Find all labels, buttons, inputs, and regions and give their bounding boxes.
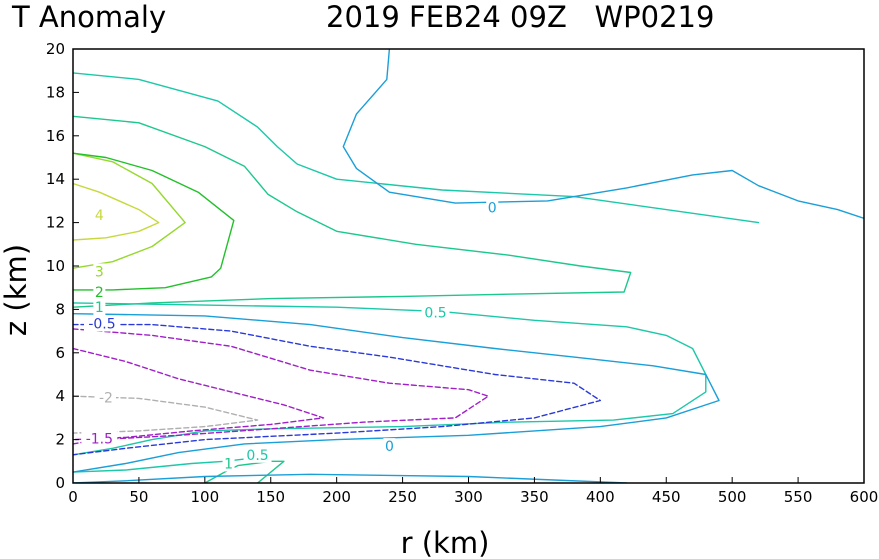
y-tick-label: 20 <box>46 40 65 58</box>
contour-label-bg <box>243 446 272 463</box>
contour-label: -2 <box>99 390 113 406</box>
contour-label: -0.5 <box>88 317 115 333</box>
x-tick-label: 150 <box>256 488 285 506</box>
x-axis: 0 50 100 150 200 250 300 350 400 450 500 550 600 <box>68 477 878 506</box>
contour-line-4 <box>73 182 160 241</box>
contour-line-3 <box>73 152 186 269</box>
contour-line-1 <box>204 460 285 483</box>
contour-label-bg <box>93 263 106 280</box>
contour-label-bg <box>93 207 106 224</box>
x-axis-label: r (km) <box>401 526 490 559</box>
contour-label-bg <box>81 430 118 447</box>
contour-label: 4 <box>95 208 104 224</box>
y-tick-label: 16 <box>46 127 65 145</box>
contour-line-2 <box>73 152 235 291</box>
contour-line-0p5 <box>73 302 707 456</box>
chart-title-right: 2019 FEB24 09Z WP0219 <box>326 0 714 34</box>
x-tick-label: 250 <box>388 488 417 506</box>
contour-label: 0.5 <box>246 448 268 464</box>
contour-label: 2 <box>95 285 104 301</box>
contour-line-0p5 <box>73 458 246 473</box>
x-tick-label: 0 <box>68 488 78 506</box>
x-tick-label: 450 <box>652 488 681 506</box>
x-tick-label: 300 <box>454 488 483 506</box>
contour-label: 0 <box>385 439 394 455</box>
contour-line-neg1 <box>73 328 489 445</box>
contour-label-bg <box>383 438 396 455</box>
contour-label: 3 <box>95 264 104 280</box>
plot-frame <box>72 48 865 484</box>
x-tick-label: 400 <box>586 488 615 506</box>
contour-label: 0 <box>488 200 497 216</box>
contour-line-neg0p5 <box>73 323 601 456</box>
contour-label-bg <box>222 455 235 472</box>
x-tick-label: 350 <box>520 488 549 506</box>
contour-line-neg2 <box>73 395 259 434</box>
contour-line-0 <box>73 313 720 473</box>
contour-line-0 <box>342 49 864 220</box>
y-tick-label: 4 <box>55 387 65 405</box>
x-tick-label: 50 <box>129 488 148 506</box>
x-tick-label: 200 <box>322 488 351 506</box>
contour-label: -1.5 <box>86 432 113 448</box>
y-tick-label: 2 <box>55 431 65 449</box>
contour-line-1 <box>73 115 632 308</box>
chart-title-left: T Anomaly <box>11 0 166 34</box>
contour-line-neg1p5 <box>73 347 325 441</box>
contour-label: 1 <box>95 300 104 316</box>
contour-label-bg <box>93 299 106 316</box>
contour-label: 0.5 <box>424 306 446 322</box>
x-tick-label: 100 <box>191 488 220 506</box>
contour-line-0p5 <box>73 72 760 224</box>
contour-label-bg <box>95 389 116 406</box>
y-axis-label: z (km) <box>0 244 33 336</box>
x-tick-label: 550 <box>784 488 813 506</box>
y-tick-label: 14 <box>46 170 65 188</box>
y-tick-label: 8 <box>55 300 65 318</box>
y-tick-label: 0 <box>55 474 65 492</box>
contour-line-0 <box>73 473 628 483</box>
y-tick-label: 10 <box>46 257 65 275</box>
y-tick-label: 12 <box>46 214 65 232</box>
x-tick-label: 500 <box>718 488 747 506</box>
contour-label-bg <box>421 304 450 321</box>
contour-label-bg <box>84 315 121 332</box>
contour-label-bg <box>486 199 499 216</box>
x-tick-label: 600 <box>850 488 879 506</box>
y-tick-label: 6 <box>55 344 65 362</box>
y-tick-label: 18 <box>46 83 65 101</box>
y-axis: 0 2 4 6 8 10 12 14 16 18 20 <box>46 40 79 492</box>
contour-label: 1 <box>224 456 233 472</box>
contour-label-bg <box>93 284 106 301</box>
contour-layer <box>73 49 864 483</box>
